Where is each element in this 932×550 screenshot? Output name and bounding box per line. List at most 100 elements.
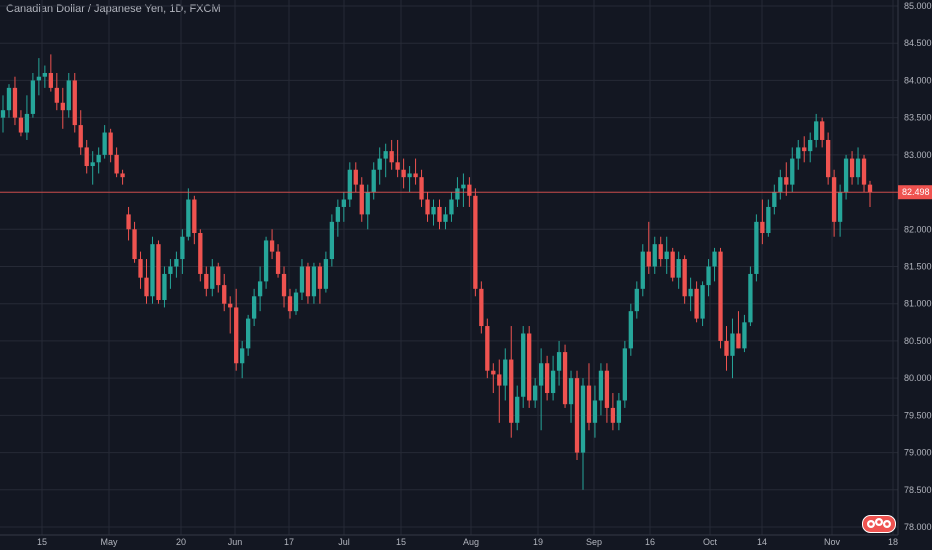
candle-body <box>556 352 562 371</box>
candle-body <box>90 162 95 167</box>
candle-body <box>395 162 400 170</box>
candle-body <box>473 195 478 289</box>
candle-body <box>317 266 323 289</box>
candle-body <box>180 236 185 260</box>
candle-body <box>843 158 849 193</box>
candle-body <box>66 80 71 111</box>
candle-body <box>772 192 777 207</box>
candle-body <box>443 214 448 222</box>
candle-body <box>467 184 472 196</box>
candle-body <box>42 72 48 77</box>
candle-body <box>251 296 257 319</box>
candle-body <box>162 273 167 300</box>
candle-body <box>377 158 382 170</box>
candle-body <box>174 259 179 267</box>
candle-body <box>12 87 18 118</box>
candle-body <box>831 177 837 222</box>
tradingview-logo <box>862 515 896 533</box>
candle-body <box>718 251 723 341</box>
candle-body <box>784 177 789 185</box>
candle-body <box>604 370 610 408</box>
candle-body <box>766 206 771 234</box>
candle-body <box>102 132 107 155</box>
candle-body <box>437 206 442 222</box>
candle-body <box>825 139 831 178</box>
x-tick-label: 19 <box>533 537 543 547</box>
candle-body <box>144 277 149 297</box>
x-tick-label: Sep <box>586 537 602 547</box>
candle-body <box>84 147 89 167</box>
y-tick-label: 78.500 <box>904 485 932 495</box>
candle-body <box>72 80 77 126</box>
candle-body <box>849 158 855 178</box>
candle-body <box>192 199 197 234</box>
candle-body <box>664 251 669 260</box>
candle-body <box>329 221 335 260</box>
candle-body <box>257 281 263 297</box>
candle-body <box>503 359 508 386</box>
candle-body <box>616 400 622 423</box>
candle-body <box>78 125 83 148</box>
candle-body <box>748 273 753 323</box>
y-tick-label: 85.000 <box>904 1 932 11</box>
candle-body <box>700 285 705 319</box>
last-price-label: 82.498 <box>902 187 930 197</box>
candle-body <box>413 173 418 178</box>
candle-body <box>0 110 6 118</box>
candle-body <box>299 266 305 293</box>
y-tick-label: 81.500 <box>904 262 932 272</box>
candle-body <box>30 80 36 114</box>
candle-body <box>293 292 299 312</box>
candle-body <box>646 251 651 267</box>
y-tick-label: 82.000 <box>904 224 932 234</box>
x-tick-label: Jul <box>338 537 350 547</box>
x-tick-label: Oct <box>703 537 718 547</box>
candle-body <box>383 151 388 159</box>
candle-body <box>521 333 526 397</box>
x-tick-label: 20 <box>176 537 186 547</box>
candle-body <box>275 251 281 274</box>
candle-body <box>228 303 233 308</box>
candle-body <box>533 385 538 401</box>
x-tick-label: 15 <box>396 537 406 547</box>
candle-body <box>138 259 143 278</box>
candle-body <box>132 229 137 260</box>
last-price-badge <box>898 185 932 200</box>
candle-body <box>592 400 598 423</box>
candle-body <box>108 132 113 155</box>
x-tick-label: 15 <box>37 537 47 547</box>
candle-body <box>622 348 628 401</box>
candle-body <box>365 192 370 215</box>
candle-body <box>634 288 639 312</box>
candle-body <box>401 169 406 178</box>
candle-body <box>610 407 616 423</box>
candle-body <box>580 385 586 453</box>
candle-body <box>114 154 119 174</box>
x-tick-label: Nov <box>824 537 841 547</box>
candle-body <box>371 169 376 193</box>
candle-body <box>796 147 801 159</box>
x-tick-label: 14 <box>757 537 767 547</box>
candle-body <box>431 206 436 215</box>
candle-body <box>658 244 663 260</box>
candle-body <box>491 370 496 375</box>
candle-body <box>640 251 645 289</box>
candle-body <box>670 251 675 278</box>
candle-body <box>730 333 735 356</box>
candle-body <box>156 244 161 300</box>
x-tick-label: May <box>100 537 118 547</box>
y-tick-label: 80.000 <box>904 373 932 383</box>
candle-body <box>204 273 209 289</box>
candle-body <box>323 259 329 289</box>
candle-body <box>550 370 556 394</box>
candle-body <box>724 340 729 356</box>
candle-body <box>18 117 24 133</box>
candle-body <box>808 139 813 152</box>
y-tick-label: 84.000 <box>904 75 932 85</box>
candle-body <box>712 251 717 267</box>
y-tick-label: 78.000 <box>904 522 932 532</box>
candle-body <box>419 177 424 200</box>
candle-body <box>574 378 580 453</box>
candle-body <box>269 240 275 252</box>
